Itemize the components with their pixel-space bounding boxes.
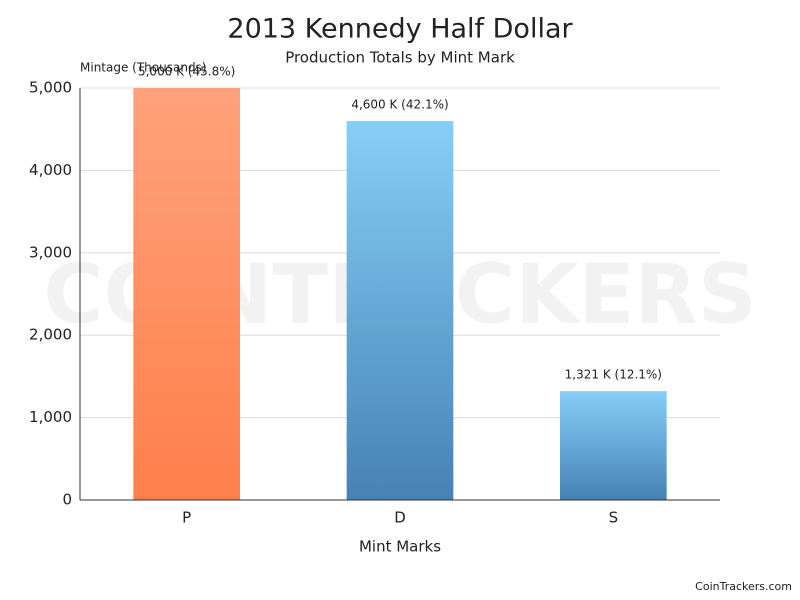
y-axis-label: Mintage (Thousands): [80, 61, 207, 75]
credit: CoinTrackers.com: [695, 580, 792, 593]
x-axis-label: Mint Marks: [359, 538, 441, 556]
x-tick-label: S: [609, 509, 619, 527]
value-label: 1,321 K (12.1%): [565, 368, 662, 382]
chart-subtitle: Production Totals by Mint Mark: [285, 49, 515, 67]
value-label: 5,000 K (45.8%): [138, 65, 235, 79]
y-tick-label: 3,000: [29, 243, 72, 261]
bar: [560, 391, 667, 500]
x-tick-label: D: [394, 509, 406, 527]
chart-title: 2013 Kennedy Half Dollar: [227, 14, 573, 45]
y-tick-label: 4,000: [29, 161, 72, 179]
y-tick-label: 5,000: [29, 79, 72, 97]
y-tick-label: 0: [62, 491, 72, 509]
y-tick-label: 2,000: [29, 326, 72, 344]
bar: [346, 120, 454, 501]
x-tick-label: P: [182, 509, 191, 527]
y-tick-label: 1,000: [29, 408, 72, 426]
bar: [133, 88, 240, 500]
value-label: 4,600 K (42.1%): [351, 97, 448, 111]
